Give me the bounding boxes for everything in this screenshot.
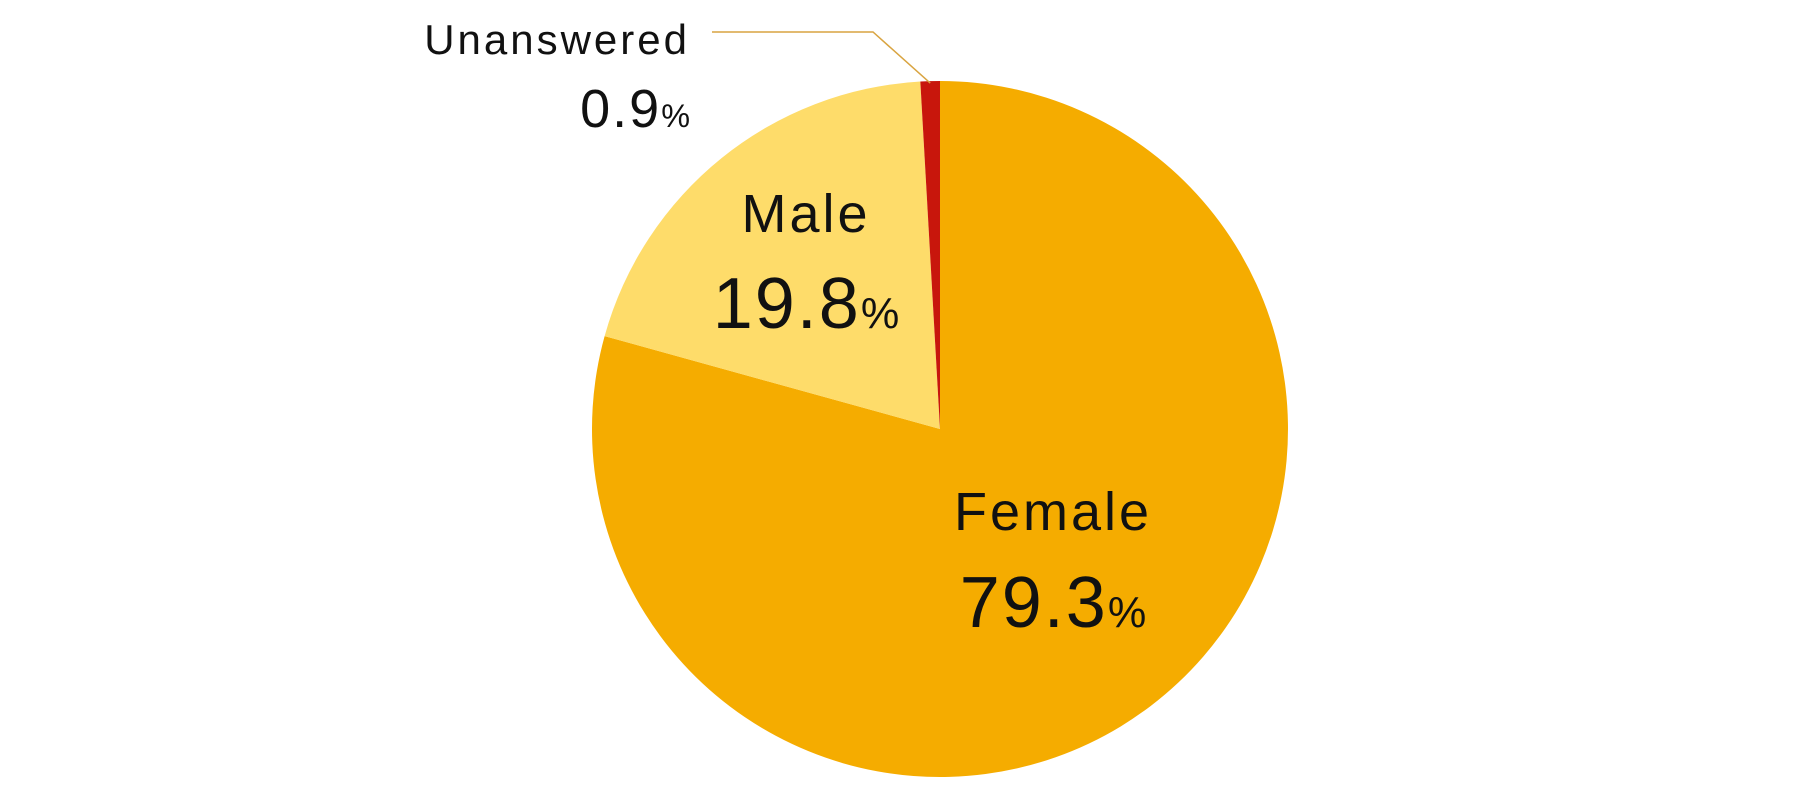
slice-unit-unanswered: % — [661, 98, 690, 134]
slice-label-male: Male — [741, 184, 870, 244]
slice-labels: Female 79.3% Male 19.8% Unanswered 0.9% — [424, 16, 1152, 643]
slice-unit-female: % — [1108, 589, 1146, 637]
slice-value-male: 19.8% — [713, 264, 900, 344]
pie-slice-male — [604, 81, 940, 429]
slice-label-female: Female — [954, 482, 1152, 542]
slice-value-female: 79.3% — [960, 563, 1147, 643]
leader-lines — [712, 31, 931, 84]
leader-line-unanswered — [712, 31, 931, 84]
slice-value-unanswered: 0.9% — [580, 79, 690, 139]
pie-slice-female — [591, 81, 1288, 778]
slice-label-unanswered: Unanswered — [424, 16, 690, 63]
pie-slice-unanswered — [920, 81, 940, 429]
pie-slices — [591, 81, 1288, 778]
slice-unit-male: % — [861, 290, 899, 338]
